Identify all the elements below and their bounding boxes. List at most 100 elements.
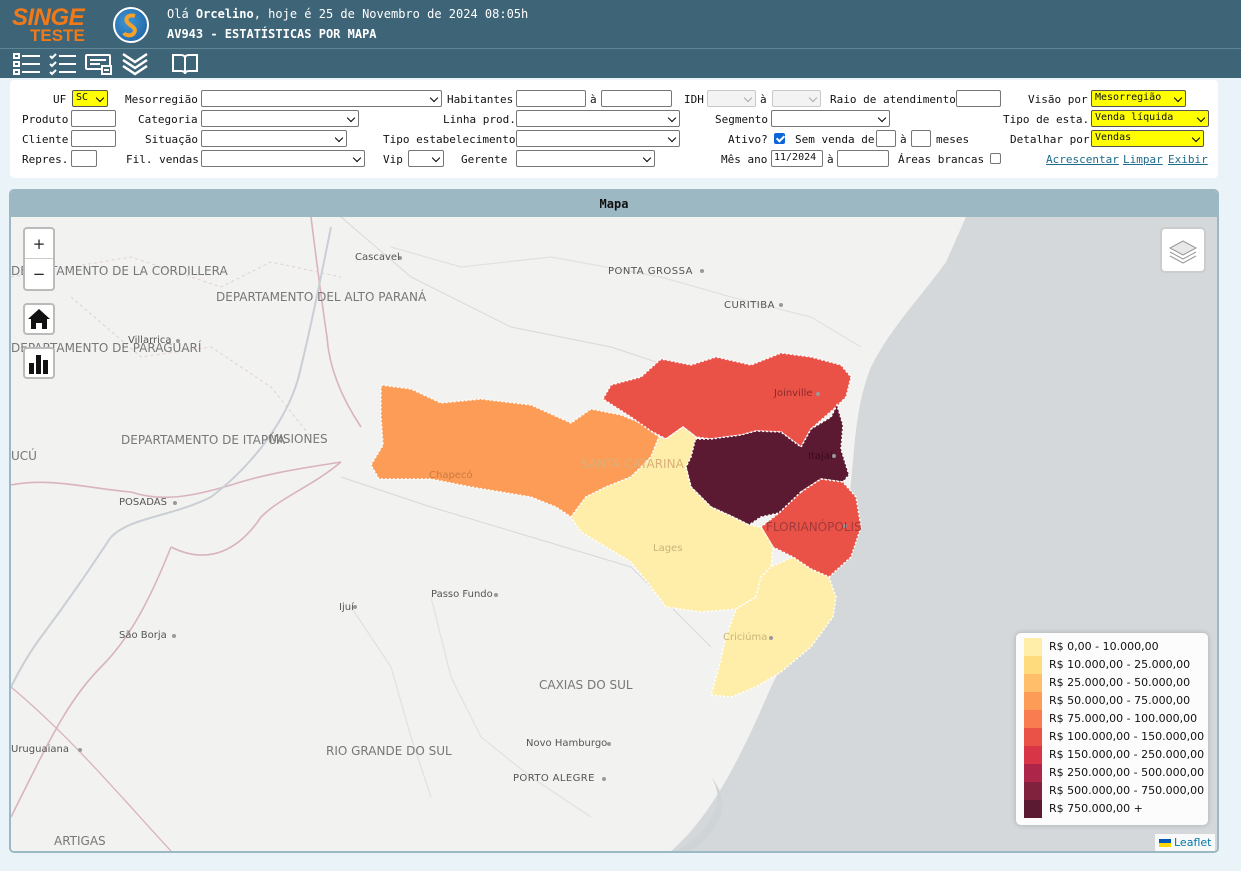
mes-ano-from-input[interactable]: 11/2024 [771,150,823,167]
road [350,606,432,798]
situacao-label: Situação [145,133,198,146]
legend-swatch [1024,638,1042,656]
place-label: Lages [653,543,683,554]
legend-item: R$ 50.000,00 - 75.000,00 [1024,692,1208,710]
tipo-estab-select[interactable] [516,130,680,147]
zoom-in-button[interactable]: + [25,229,53,259]
raio-label: Raio de atendimento [830,93,956,106]
ukraine-flag-icon [1159,839,1171,847]
user-name: Orcelino [195,7,254,21]
layers-button[interactable] [1160,227,1206,273]
city-dot [832,454,836,458]
segmento-select[interactable] [771,110,890,127]
place-label: Chapecó [429,470,473,481]
city-dot [607,742,611,746]
mes-ano-label: Mês ano [721,153,768,166]
idh-from-select[interactable] [707,90,756,107]
repres-input[interactable] [71,150,97,167]
produto-input[interactable] [71,110,116,127]
place-label: Joinville [774,388,813,399]
legend-swatch [1024,764,1042,782]
legend-swatch [1024,656,1042,674]
region-serrana [570,426,774,613]
book-icon[interactable] [170,52,200,76]
sem-venda-to-label: à [900,133,907,146]
idh-label: IDH [684,93,704,106]
app-header: SINGE TESTE Olá Orcelino, hoje é 25 de N… [0,0,1241,48]
legend-swatch [1024,800,1042,818]
chevrons-down-icon[interactable] [120,52,150,76]
city-dot [176,339,180,343]
detalhar-select[interactable]: Vendas [1091,130,1204,147]
fil-vendas-select[interactable] [201,150,365,167]
chart-button[interactable] [23,347,55,379]
categoria-select[interactable] [201,110,359,127]
habitantes-label: Habitantes [447,93,514,106]
greeting: Olá Orcelino, hoje é 25 de Novembro de 2… [167,7,529,21]
linha-select[interactable] [516,110,680,127]
legend-item: R$ 250.000,00 - 500.000,00 [1024,764,1208,782]
map-panel-title: Mapa [11,191,1217,217]
visao-select[interactable]: Mesorregião [1091,90,1186,107]
map-legend: R$ 0,00 - 10.000,00 R$ 10.000,00 - 25.000… [1016,633,1208,825]
idh-to-select[interactable] [772,90,821,107]
home-button[interactable] [23,303,55,335]
sem-venda-label: Sem venda de [795,133,875,146]
list-icon[interactable] [12,52,42,76]
border-line [11,686,172,851]
sem-venda-to-input[interactable] [911,130,931,147]
zoom-out-button[interactable]: − [32,265,46,283]
mesorregiao-label: Mesorregião [125,93,198,106]
limpar-link[interactable]: Limpar [1123,153,1163,166]
cliente-input[interactable] [71,130,116,147]
detalhar-label: Detalhar por [1010,133,1090,146]
legend-label: R$ 150.000,00 - 250.000,00 [1049,748,1205,761]
visao-label: Visão por [1028,93,1088,106]
map-view[interactable]: Cascavel PONTA GROSSA CURITIBA DEPARTAME… [11,217,1217,851]
place-label: Itajaí [808,451,833,462]
map-panel: Mapa [9,189,1219,853]
city-dot [843,524,847,528]
place-label: Cascavel [355,252,400,263]
city-dot [353,605,357,609]
zoom-control: + − [23,227,55,291]
habitantes-to-input[interactable] [601,90,672,107]
legend-label: R$ 10.000,00 - 25.000,00 [1049,658,1191,671]
meses-label: meses [936,133,970,146]
place-label: DEPARTAMENTO DE ITAPÚA [121,433,286,447]
report-icon[interactable] [84,52,114,76]
raio-input[interactable] [956,90,1001,107]
ativo-checkbox[interactable] [774,133,785,144]
city-dot [173,501,177,505]
mes-ano-to-input[interactable] [837,150,889,167]
gerente-label: Gerente [461,153,508,166]
legend-label: R$ 0,00 - 10.000,00 [1049,640,1159,653]
legend-swatch [1024,746,1042,764]
legend-item: R$ 100.000,00 - 150.000,00 [1024,728,1208,746]
map-attribution[interactable]: Leaflet [1155,834,1215,851]
situacao-select[interactable] [201,130,347,147]
place-label: SANTA CATARINA [581,457,684,471]
legend-swatch [1024,692,1042,710]
mesorregiao-select[interactable] [201,90,442,107]
sem-venda-from-input[interactable] [876,130,896,147]
habitantes-from-input[interactable] [516,90,586,107]
legend-item: R$ 10.000,00 - 25.000,00 [1024,656,1208,674]
home-icon [28,309,50,329]
city-dot [172,634,176,638]
logo-text: SINGE [12,4,85,31]
exibir-link[interactable]: Exibir [1168,153,1208,166]
uf-select[interactable]: SC [72,90,108,107]
checklist-icon[interactable] [48,52,78,76]
acrescentar-link[interactable]: Acrescentar [1046,153,1119,166]
gerente-select[interactable] [516,150,655,167]
legend-swatch [1024,728,1042,746]
vip-select[interactable] [408,150,444,167]
tipo-esta-select[interactable]: Venda líquida [1091,110,1209,127]
uf-label: UF [53,93,67,106]
vip-label: Vip [383,153,403,166]
place-label: UCÚ [11,449,37,463]
segmento-label: Segmento [715,113,768,126]
place-label: São Borja [119,630,167,641]
areas-brancas-checkbox[interactable] [990,153,1001,164]
